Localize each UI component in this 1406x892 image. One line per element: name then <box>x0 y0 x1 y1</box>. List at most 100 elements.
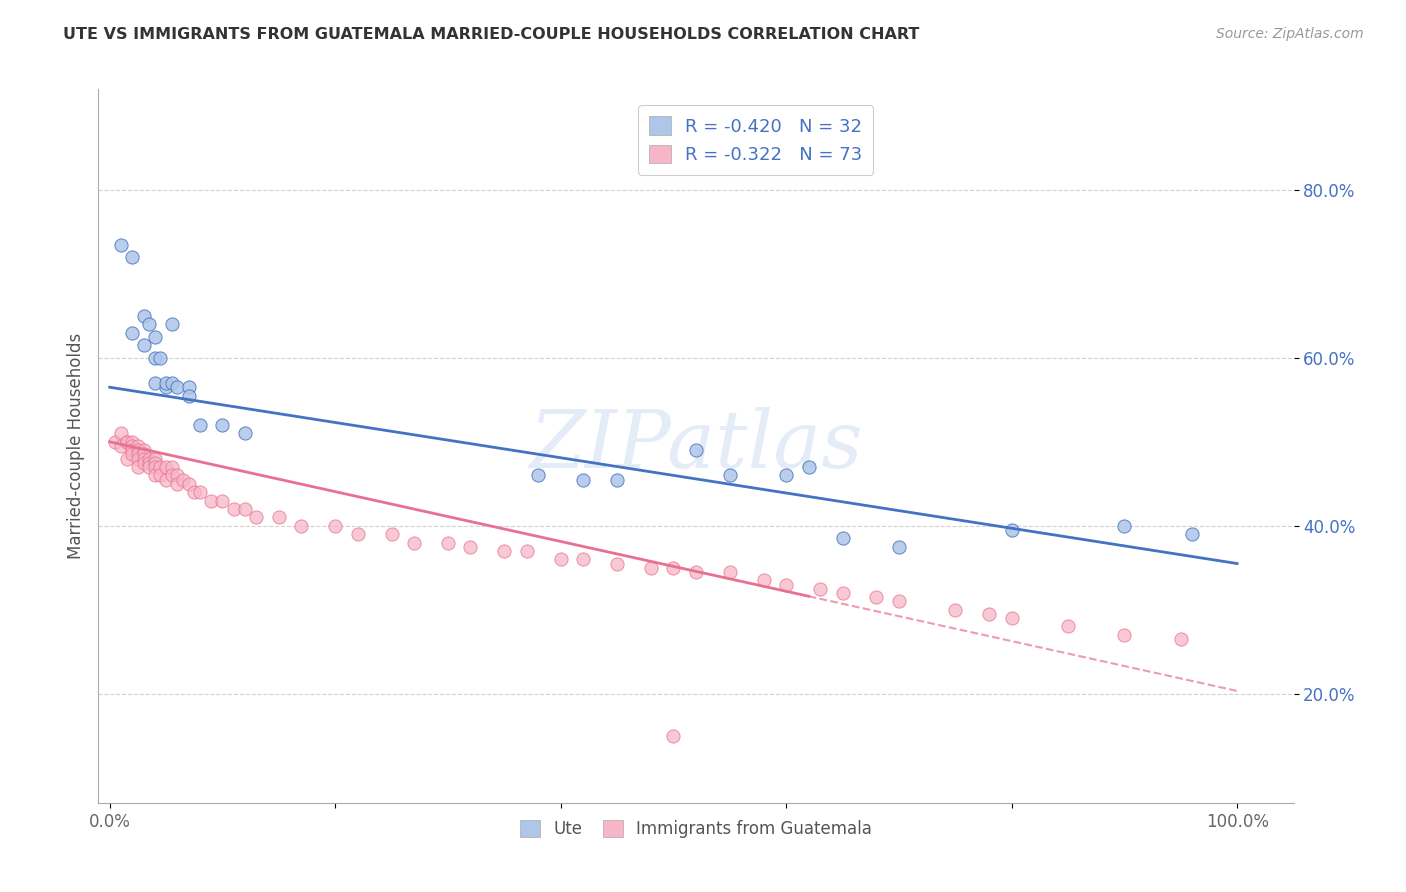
Text: UTE VS IMMIGRANTS FROM GUATEMALA MARRIED-COUPLE HOUSEHOLDS CORRELATION CHART: UTE VS IMMIGRANTS FROM GUATEMALA MARRIED… <box>63 27 920 42</box>
Point <box>172 473 194 487</box>
Point <box>143 351 166 365</box>
Point <box>121 434 143 449</box>
Point <box>155 460 177 475</box>
Point <box>831 532 853 546</box>
Point <box>775 468 797 483</box>
Point <box>200 493 222 508</box>
Point <box>606 473 628 487</box>
Point <box>121 439 143 453</box>
Point <box>1001 611 1024 625</box>
Point <box>183 485 205 500</box>
Point <box>887 594 910 608</box>
Point <box>155 473 177 487</box>
Point <box>110 426 132 441</box>
Point <box>127 439 149 453</box>
Text: ZIPatlas: ZIPatlas <box>529 408 863 484</box>
Point <box>1170 632 1192 646</box>
Point <box>685 565 707 579</box>
Point <box>166 380 188 394</box>
Point <box>132 447 155 461</box>
Point <box>290 518 312 533</box>
Point <box>127 443 149 458</box>
Point <box>177 476 200 491</box>
Point <box>177 389 200 403</box>
Point <box>132 338 155 352</box>
Point <box>132 456 155 470</box>
Point <box>188 417 211 432</box>
Point <box>516 544 538 558</box>
Legend: Ute, Immigrants from Guatemala: Ute, Immigrants from Guatemala <box>513 813 879 845</box>
Point <box>121 250 143 264</box>
Point <box>233 502 256 516</box>
Point <box>115 451 138 466</box>
Point <box>155 380 177 394</box>
Point <box>110 439 132 453</box>
Point <box>865 590 887 604</box>
Point <box>211 493 233 508</box>
Point <box>222 502 245 516</box>
Point <box>149 351 172 365</box>
Point <box>188 485 211 500</box>
Point <box>132 451 155 466</box>
Point <box>143 460 166 475</box>
Point <box>977 607 1000 621</box>
Point <box>149 460 172 475</box>
Point <box>775 577 797 591</box>
Point <box>346 527 368 541</box>
Point <box>104 434 127 449</box>
Point <box>132 443 155 458</box>
Point <box>550 552 572 566</box>
Point <box>121 326 143 340</box>
Point <box>1181 527 1204 541</box>
Point <box>143 456 166 470</box>
Point <box>132 309 155 323</box>
Point <box>233 426 256 441</box>
Point <box>149 468 172 483</box>
Point <box>160 460 183 475</box>
Point <box>437 535 460 549</box>
Point <box>380 527 402 541</box>
Point <box>572 473 595 487</box>
Point <box>160 468 183 483</box>
Point <box>166 468 188 483</box>
Point <box>527 468 550 483</box>
Point <box>323 518 346 533</box>
Point <box>1057 619 1080 633</box>
Point <box>127 451 149 466</box>
Point <box>138 451 160 466</box>
Point <box>267 510 290 524</box>
Point <box>155 376 177 390</box>
Point <box>797 460 820 475</box>
Point <box>662 560 685 574</box>
Point <box>460 540 482 554</box>
Point <box>808 582 831 596</box>
Point <box>606 557 628 571</box>
Y-axis label: Married-couple Households: Married-couple Households <box>66 333 84 559</box>
Point <box>110 237 132 252</box>
Point <box>143 468 166 483</box>
Point <box>138 318 160 332</box>
Point <box>166 476 188 491</box>
Point <box>245 510 267 524</box>
Point <box>127 447 149 461</box>
Point <box>662 729 685 743</box>
Point <box>138 460 160 475</box>
Point <box>127 460 149 475</box>
Point <box>143 376 166 390</box>
Point <box>160 318 183 332</box>
Point <box>572 552 595 566</box>
Point <box>943 603 966 617</box>
Point <box>718 468 741 483</box>
Text: Source: ZipAtlas.com: Source: ZipAtlas.com <box>1216 27 1364 41</box>
Point <box>143 451 166 466</box>
Point <box>115 434 138 449</box>
Point <box>1114 628 1136 642</box>
Point <box>752 574 775 588</box>
Point <box>640 560 662 574</box>
Point <box>404 535 426 549</box>
Point <box>177 380 200 394</box>
Point <box>121 443 143 458</box>
Point <box>831 586 853 600</box>
Point <box>115 434 138 449</box>
Point <box>211 417 233 432</box>
